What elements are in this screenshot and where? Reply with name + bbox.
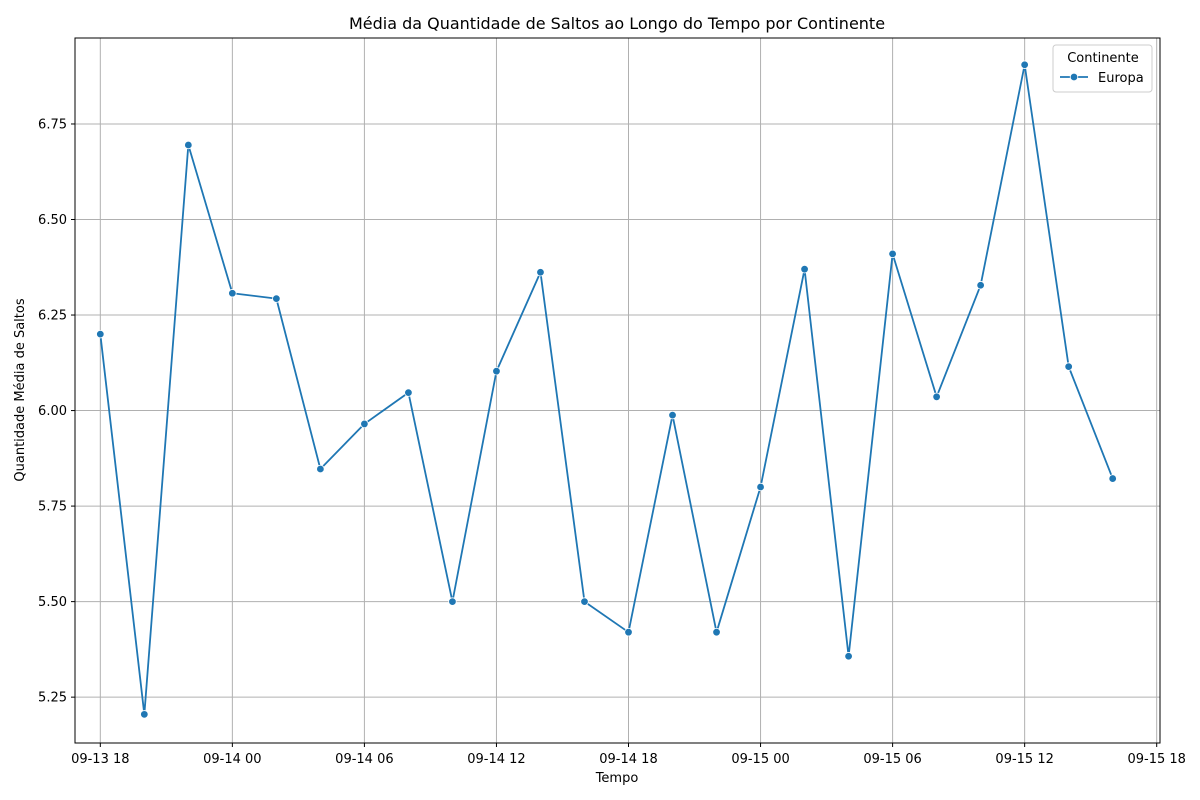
- data-point: [140, 710, 149, 719]
- data-point: [932, 392, 941, 402]
- y-tick-label: 6.25: [38, 309, 67, 324]
- y-tick-label: 6.75: [38, 117, 67, 132]
- data-point: [184, 140, 193, 150]
- x-tick-label: 09-15 00: [731, 752, 789, 767]
- y-tick-label: 6.00: [38, 404, 67, 419]
- series-line-europa: [99, 63, 1114, 716]
- data-point: [536, 268, 545, 277]
- x-tick-label: 09-13 18: [71, 752, 129, 767]
- plot-frame: [74, 37, 1161, 744]
- data-point: [448, 597, 457, 606]
- data-point: [360, 419, 369, 429]
- x-tick-label: 09-14 06: [335, 752, 393, 767]
- data-point: [1108, 474, 1117, 483]
- grid-lines: [75, 38, 1160, 743]
- data-point: [712, 627, 721, 637]
- data-point: [492, 367, 501, 376]
- data-point: [976, 281, 985, 290]
- x-tick-label: 09-15 12: [995, 752, 1053, 767]
- data-point: [96, 329, 105, 339]
- x-tick-label: 09-14 18: [599, 752, 657, 767]
- data-point: [272, 294, 281, 303]
- y-tick-label: 5.75: [38, 500, 67, 515]
- legend: Continente Europa: [1052, 44, 1153, 93]
- legend-marker-swatch: [1069, 72, 1079, 82]
- data-point: [228, 289, 237, 298]
- series-layer: [96, 60, 1117, 719]
- data-point: [756, 482, 765, 492]
- legend-box: [1052, 44, 1153, 93]
- data-point: [624, 627, 633, 637]
- y-tick-label: 5.50: [38, 595, 67, 610]
- data-point: [580, 597, 589, 606]
- y-tick-label: 5.25: [38, 691, 67, 706]
- y-axis-label: Quantidade Média de Saltos: [13, 298, 28, 481]
- data-point: [844, 652, 853, 661]
- x-axis-label: Tempo: [595, 771, 639, 786]
- chart-title: Média da Quantidade de Saltos ao Longo d…: [349, 14, 885, 33]
- data-point: [1020, 60, 1029, 69]
- data-point: [404, 388, 413, 397]
- data-point: [800, 264, 809, 274]
- legend-title: Continente: [1067, 51, 1139, 66]
- data-point: [888, 249, 897, 259]
- x-tick-label: 09-14 12: [467, 752, 525, 767]
- x-tick-label: 09-15 06: [863, 752, 921, 767]
- data-point: [1064, 362, 1073, 371]
- x-tick-label: 09-14 00: [203, 752, 261, 767]
- data-point: [668, 410, 677, 420]
- data-point: [316, 464, 325, 474]
- legend-entry-label: Europa: [1098, 71, 1144, 86]
- y-tick-label: 6.50: [38, 213, 67, 228]
- axis-ticks: 5.25 5.50 5.75 6.00 6.25 6.50 6.75 09-13 18 09-1…: [38, 117, 1186, 767]
- x-tick-label: 09-15 18: [1127, 752, 1185, 767]
